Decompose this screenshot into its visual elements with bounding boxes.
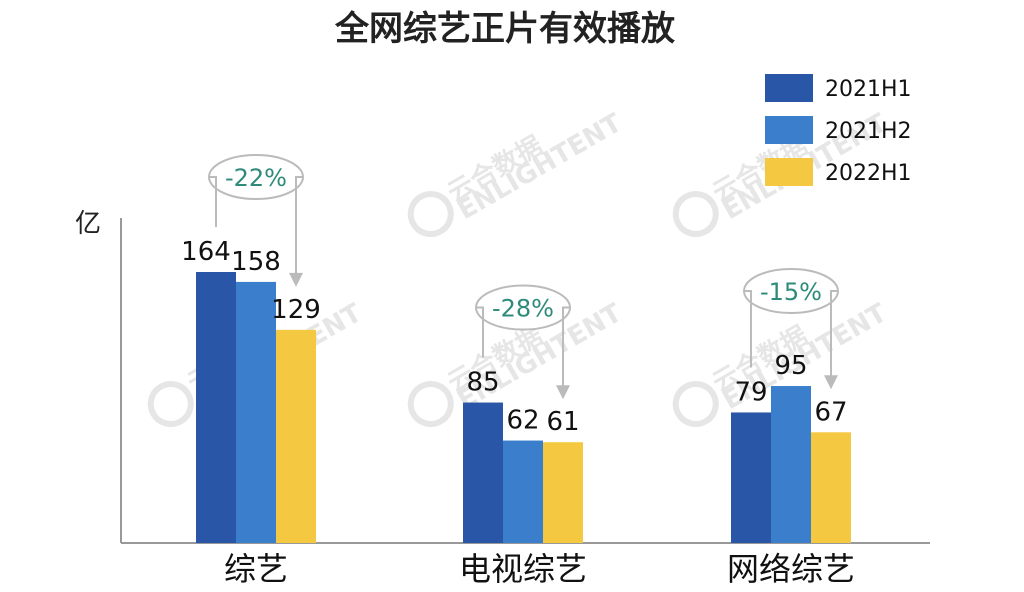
bracket-right — [562, 306, 570, 388]
y-unit-label: 亿 — [75, 209, 101, 239]
legend-label: 2021H2 — [825, 119, 912, 144]
legend-swatch-2022H1 — [765, 158, 813, 186]
bracket-left — [209, 176, 217, 227]
value-label: 85 — [466, 368, 499, 398]
bar-2021H2 — [771, 386, 811, 543]
bar-2022H1 — [543, 442, 583, 543]
value-label: 62 — [506, 406, 539, 436]
value-label: 164 — [181, 237, 231, 267]
value-label: 129 — [271, 295, 321, 325]
value-label: 95 — [774, 351, 807, 381]
category-label: 网络综艺 — [727, 550, 855, 588]
watermark-logo-ring — [672, 191, 719, 237]
category-label: 电视综艺 — [459, 550, 587, 588]
arrow-head — [824, 375, 838, 390]
chart-title: 全网综艺正片有效播放 — [334, 9, 675, 49]
bar-2021H1 — [196, 272, 236, 543]
bar-2022H1 — [811, 432, 851, 543]
watermark-logo-ring — [407, 191, 454, 237]
bracket-right — [295, 176, 303, 275]
arrow-head — [289, 272, 303, 287]
legend-label: 2022H1 — [825, 161, 912, 186]
watermark-logo-ring — [407, 381, 454, 427]
bar-2022H1 — [276, 329, 316, 543]
bracket-right — [830, 290, 838, 378]
value-label: 158 — [231, 247, 281, 277]
legend-swatch-2021H2 — [765, 116, 813, 144]
bar-2021H1 — [731, 412, 771, 543]
watermark-logo-ring — [147, 381, 194, 427]
category-label: 综艺 — [224, 550, 288, 588]
value-label: 79 — [734, 377, 767, 407]
arrow-head — [556, 385, 570, 400]
watermark-logo-ring — [672, 381, 719, 427]
bar-2021H1 — [463, 402, 503, 543]
change-percent: -15% — [760, 278, 822, 306]
bracket-left — [476, 306, 484, 358]
legend: 2021H1 2021H2 2022H1 — [765, 74, 912, 186]
bar-2021H2 — [503, 440, 543, 543]
value-label: 67 — [814, 397, 847, 427]
change-percent: -22% — [225, 164, 287, 192]
legend-swatch-2021H1 — [765, 74, 813, 102]
change-annotations: -22% -28% -15% — [208, 154, 839, 400]
change-percent: -28% — [492, 295, 554, 323]
bracket-left — [744, 290, 752, 368]
bar-2021H2 — [236, 281, 276, 543]
legend-label: 2021H1 — [825, 77, 912, 102]
value-label: 61 — [546, 407, 579, 437]
